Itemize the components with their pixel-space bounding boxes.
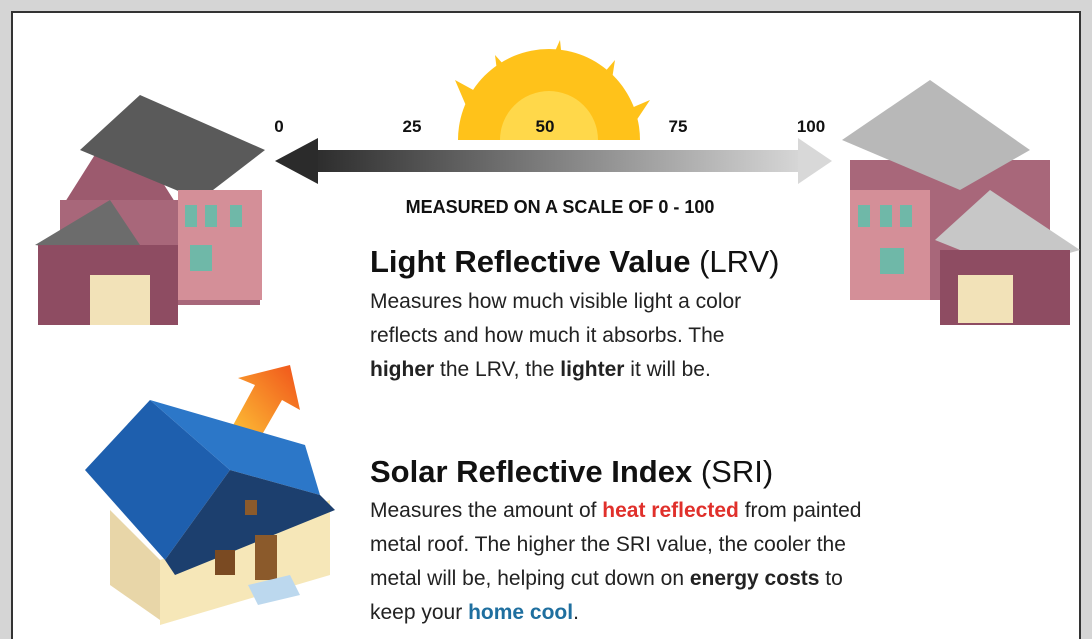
- lrv-line: reflects and how much it absorbs. The: [370, 324, 724, 347]
- sri-line: metal roof. The higher the SRI value, th…: [370, 533, 846, 556]
- scale-tick-label: 25: [403, 117, 422, 136]
- text: from painted: [739, 499, 862, 522]
- lrv-title: Light Reflective Value: [370, 244, 690, 279]
- text: to: [819, 567, 842, 590]
- text: metal roof. The higher the SRI value, th…: [370, 533, 846, 556]
- scale-caption: MEASURED ON A SCALE OF 0 - 100: [406, 197, 715, 217]
- emphasis: energy costs: [690, 567, 820, 590]
- text: .: [573, 601, 579, 624]
- emphasis: heat reflected: [602, 499, 739, 522]
- lrv-line: higher the LRV, the lighter it will be.: [370, 358, 711, 381]
- lrv-line: Measures how much visible light a color: [370, 290, 741, 313]
- text: keep your: [370, 601, 468, 624]
- page: 0 25 50 75 100 MEASURED ON A SCALE OF 0 - 10…: [0, 0, 1092, 639]
- lrv-abbr: (LRV): [699, 244, 779, 279]
- sri-title: Solar Reflective Index: [370, 454, 693, 489]
- sri-line: keep your home cool.: [370, 601, 579, 624]
- text: reflects and how much it absorbs. The: [370, 324, 724, 347]
- sri-abbr: (SRI): [701, 454, 773, 489]
- text: metal will be, helping cut down on: [370, 567, 690, 590]
- sri-line: Measures the amount of heat reflected fr…: [370, 499, 861, 522]
- emphasis: home cool: [468, 601, 573, 624]
- text: Measures the amount of: [370, 499, 602, 522]
- text: it will be.: [624, 358, 710, 381]
- emphasis: higher: [370, 358, 434, 381]
- lrv-heading: Light Reflective Value (LRV): [370, 244, 779, 279]
- text: Measures how much visible light a color: [370, 290, 741, 313]
- scale-tick-label: 0: [274, 117, 283, 136]
- sri-line: metal will be, helping cut down on energ…: [370, 567, 843, 590]
- emphasis: lighter: [560, 358, 624, 381]
- scale-tick-label: 75: [669, 117, 688, 136]
- sri-heading: Solar Reflective Index (SRI): [370, 454, 773, 489]
- scale-tick-label: 50: [536, 117, 555, 136]
- text: the LRV, the: [434, 358, 560, 381]
- scale-tick-label: 100: [797, 117, 825, 136]
- infographic: 0 25 50 75 100 MEASURED ON A SCALE OF 0 - 10…: [0, 0, 1092, 639]
